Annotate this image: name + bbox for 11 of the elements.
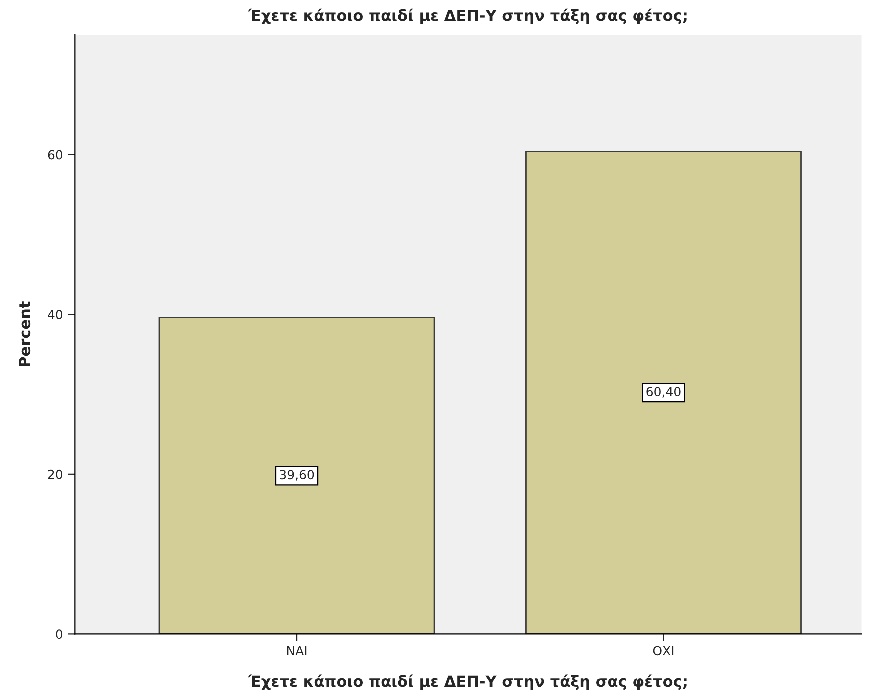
y-axis-title: Percent <box>19 302 31 367</box>
y-tick-label: 40 <box>48 310 63 320</box>
data-label: 60,40 <box>646 387 681 398</box>
y-tick-label: 20 <box>48 470 63 480</box>
chart-title: Έχετε κάποιο παιδί με ΔΕΠ-Υ στην τάξη σας φέτος; <box>248 8 687 24</box>
x-tick-label: ΝΑΙ <box>287 646 307 656</box>
data-label: 39,60 <box>280 470 314 481</box>
y-tick-label: 60 <box>48 150 63 160</box>
y-tick-label: 0 <box>56 630 63 640</box>
x-tick-label: ΟΧΙ <box>653 646 674 656</box>
x-axis-title: Έχετε κάποιο παιδί με ΔΕΠ-Υ στην τάξη σας φέτος; <box>248 674 687 690</box>
